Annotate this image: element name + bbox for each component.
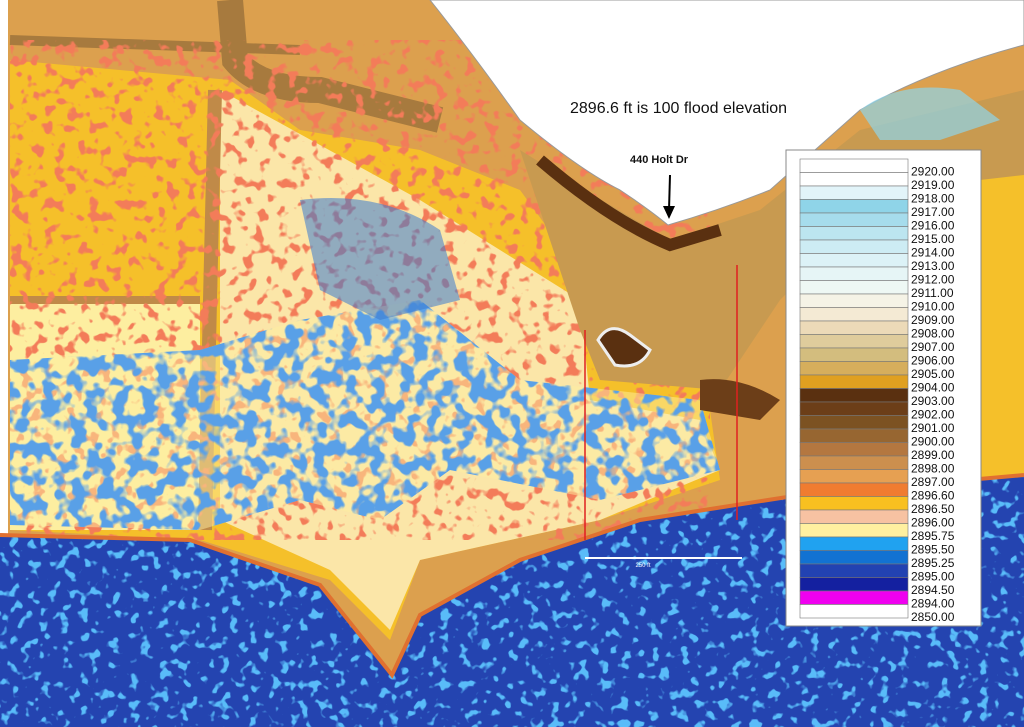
legend-swatch <box>799 496 909 511</box>
upland-high <box>860 87 1000 140</box>
legend-swatch <box>799 482 909 497</box>
legend-label: 2894.50 <box>911 583 955 597</box>
legend-swatch <box>799 172 909 187</box>
legend-label: 2902.00 <box>911 408 955 422</box>
legend-swatch <box>799 401 909 416</box>
legend-swatch <box>799 509 909 524</box>
shoreline <box>0 473 1024 679</box>
legend-label: 2850.00 <box>911 610 955 624</box>
legend-swatch <box>799 442 909 457</box>
legend-label: 2917.00 <box>911 205 955 219</box>
legend-label: 2918.00 <box>911 192 955 206</box>
legend-swatch <box>799 158 909 173</box>
legend-swatch <box>799 320 909 335</box>
legend-swatch <box>799 536 909 551</box>
legend-label: 2901.00 <box>911 421 955 435</box>
legend-swatch <box>799 361 909 376</box>
legend-label: 2896.60 <box>911 489 955 503</box>
legend-label: 2903.00 <box>911 394 955 408</box>
legend-swatch <box>799 307 909 322</box>
legend-label: 2911.00 <box>911 286 954 300</box>
low-area <box>300 198 460 320</box>
legend-label: 2914.00 <box>911 246 955 260</box>
legend-swatch <box>799 185 909 200</box>
legend-label: 2908.00 <box>911 327 955 341</box>
legend-label: 2907.00 <box>911 340 955 354</box>
legend-label: 2896.50 <box>911 502 955 516</box>
legend-swatch <box>799 199 909 214</box>
legend-swatch <box>799 469 909 484</box>
edge <box>0 0 8 727</box>
legend-label: 2906.00 <box>911 354 955 368</box>
legend-label: 2916.00 <box>911 219 955 233</box>
address-label: 440 Holt Dr <box>630 154 689 166</box>
legend-label: 2900.00 <box>911 435 955 449</box>
knoll <box>596 327 652 368</box>
legend-label: 2897.00 <box>911 475 955 489</box>
legend-swatch <box>799 239 909 254</box>
legend-label: 2895.75 <box>911 529 955 543</box>
legend-label: 2898.00 <box>911 462 955 476</box>
legend-swatch <box>799 550 909 565</box>
upland <box>429 0 1024 226</box>
legend-swatch <box>799 253 909 268</box>
annotation: 2896.6 ft is 100 flood elevation <box>570 100 787 117</box>
legend-swatch <box>799 563 909 578</box>
arrow <box>668 174 671 211</box>
legend-swatch <box>799 415 909 430</box>
legend-label: 2910.00 <box>911 300 955 314</box>
bluff-edge <box>536 155 722 252</box>
scale-label: 250 ft <box>635 563 650 569</box>
legend-label: 2899.00 <box>911 448 955 462</box>
legend-swatch <box>799 388 909 403</box>
legend-swatch <box>799 374 909 389</box>
legend-label: 2896.00 <box>911 516 955 530</box>
legend-label: 2895.00 <box>911 570 955 584</box>
legend-label: 2915.00 <box>911 232 955 246</box>
legend-swatch <box>799 604 909 619</box>
legend-swatch <box>799 212 909 227</box>
legend-swatch <box>799 428 909 443</box>
legend-swatch <box>799 334 909 349</box>
legend-swatch <box>799 577 909 592</box>
legend-swatch <box>799 280 909 295</box>
legend-swatch <box>799 523 909 538</box>
legend-label: 2912.00 <box>911 273 955 287</box>
legend-label: 2905.00 <box>911 367 955 381</box>
legend-label: 2894.00 <box>911 597 955 611</box>
legend-swatch <box>799 347 909 362</box>
knoll <box>700 379 780 420</box>
arrow-head <box>663 206 675 219</box>
legend-label: 2895.50 <box>911 543 955 557</box>
legend-label: 2913.00 <box>911 259 955 273</box>
legend-label: 2919.00 <box>911 178 955 192</box>
legend-swatch <box>799 590 909 605</box>
legend-swatch <box>799 266 909 281</box>
legend-swatch <box>799 226 909 241</box>
legend-label: 2895.25 <box>911 556 955 570</box>
legend-label: 2920.00 <box>911 165 955 179</box>
legend-swatch <box>799 293 909 308</box>
legend-label: 2904.00 <box>911 381 955 395</box>
yellow-zone <box>980 175 1024 478</box>
legend-label: 2909.00 <box>911 313 955 327</box>
legend-swatch <box>799 455 909 470</box>
